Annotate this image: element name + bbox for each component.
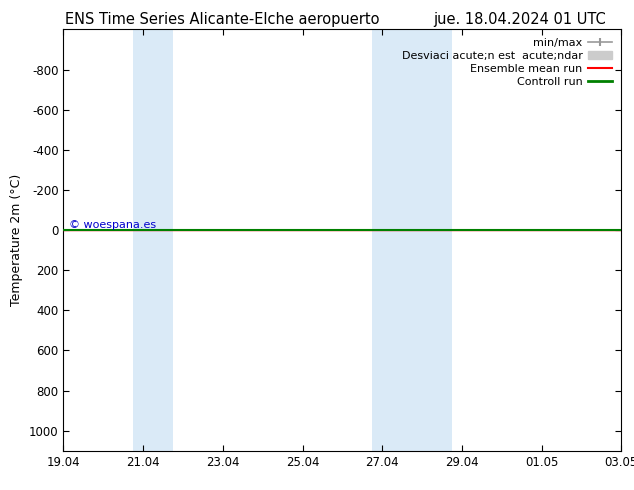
Text: jue. 18.04.2024 01 UTC: jue. 18.04.2024 01 UTC [434,12,606,27]
Legend: min/max, Desviaci acute;n est  acute;ndar, Ensemble mean run, Controll run: min/max, Desviaci acute;n est acute;ndar… [398,35,616,90]
Text: © woespana.es: © woespana.es [69,220,156,230]
Text: ENS Time Series Alicante-Elche aeropuerto: ENS Time Series Alicante-Elche aeropuert… [65,12,379,27]
Y-axis label: Temperature 2m (°C): Temperature 2m (°C) [10,174,23,306]
Bar [372,29,452,451]
Bar [133,29,173,451]
